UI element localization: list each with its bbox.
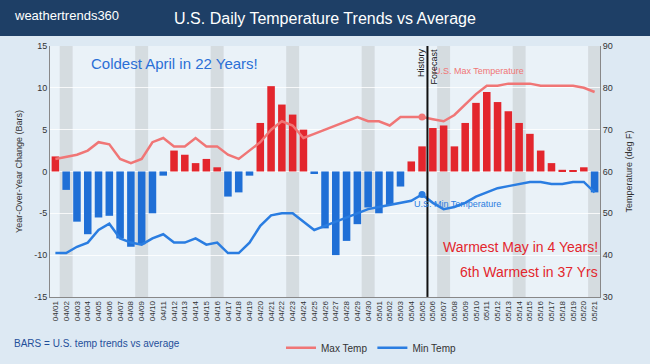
svg-text:30: 30 bbox=[603, 292, 613, 302]
svg-text:05/13: 05/13 bbox=[504, 301, 513, 322]
svg-text:04/25: 04/25 bbox=[310, 301, 319, 322]
svg-text:04/20: 04/20 bbox=[256, 301, 265, 322]
svg-text:05/05: 05/05 bbox=[418, 301, 427, 322]
svg-text:40: 40 bbox=[603, 250, 613, 260]
svg-text:05/02: 05/02 bbox=[385, 301, 394, 322]
svg-text:05/19: 05/19 bbox=[569, 301, 578, 322]
svg-text:04/30: 04/30 bbox=[364, 301, 373, 322]
svg-text:Forecast: Forecast bbox=[429, 49, 439, 85]
svg-text:04/11: 04/11 bbox=[159, 301, 168, 321]
svg-text:05/03: 05/03 bbox=[396, 301, 405, 322]
svg-text:05/11: 05/11 bbox=[482, 301, 491, 321]
svg-text:6th Warmest in 37 Yrs: 6th Warmest in 37 Yrs bbox=[460, 264, 598, 280]
svg-text:Warmest May in 4 Years!: Warmest May in 4 Years! bbox=[443, 239, 598, 255]
svg-text:15: 15 bbox=[37, 41, 47, 51]
svg-text:U.S. Min Temperature: U.S. Min Temperature bbox=[414, 199, 501, 209]
svg-text:05/06: 05/06 bbox=[428, 301, 437, 322]
svg-text:60: 60 bbox=[603, 167, 613, 177]
svg-text:05/04: 05/04 bbox=[407, 301, 416, 322]
svg-text:05/16: 05/16 bbox=[536, 301, 545, 322]
svg-text:-15: -15 bbox=[34, 292, 47, 302]
svg-text:U.S. Max Temperature: U.S. Max Temperature bbox=[434, 66, 524, 76]
svg-text:History: History bbox=[416, 48, 426, 77]
svg-text:Coldest April in 22 Years!: Coldest April in 22 Years! bbox=[91, 55, 258, 72]
svg-text:04/13: 04/13 bbox=[180, 301, 189, 322]
svg-text:5: 5 bbox=[42, 125, 47, 135]
svg-text:04/12: 04/12 bbox=[170, 301, 179, 322]
svg-text:70: 70 bbox=[603, 125, 613, 135]
svg-text:50: 50 bbox=[603, 208, 613, 218]
svg-text:04/18: 04/18 bbox=[234, 301, 243, 322]
svg-text:04/04: 04/04 bbox=[83, 301, 92, 322]
svg-text:05/15: 05/15 bbox=[526, 301, 535, 322]
svg-text:04/15: 04/15 bbox=[202, 301, 211, 322]
svg-text:10: 10 bbox=[37, 83, 47, 93]
svg-text:05/01: 05/01 bbox=[375, 301, 384, 322]
svg-text:U.S. Daily Temperature Trends: U.S. Daily Temperature Trends vs Average bbox=[174, 10, 476, 27]
svg-text:04/23: 04/23 bbox=[288, 301, 297, 322]
svg-text:Year-Over-Year Change (Bars): Year-Over-Year Change (Bars) bbox=[14, 110, 24, 233]
svg-text:-5: -5 bbox=[39, 208, 47, 218]
svg-text:-10: -10 bbox=[34, 250, 47, 260]
svg-text:Min Temp: Min Temp bbox=[412, 343, 456, 354]
svg-text:05/10: 05/10 bbox=[472, 301, 481, 322]
svg-text:Max Temp: Max Temp bbox=[321, 343, 367, 354]
svg-text:04/26: 04/26 bbox=[321, 301, 330, 322]
svg-text:weathertrends360: weathertrends360 bbox=[14, 8, 119, 23]
svg-text:04/01: 04/01 bbox=[51, 301, 60, 322]
svg-text:04/06: 04/06 bbox=[105, 301, 114, 322]
svg-text:0: 0 bbox=[42, 167, 47, 177]
svg-text:04/29: 04/29 bbox=[353, 301, 362, 322]
svg-text:Temperature (deg F): Temperature (deg F) bbox=[625, 130, 635, 212]
svg-text:05/09: 05/09 bbox=[461, 301, 470, 322]
svg-text:05/18: 05/18 bbox=[558, 301, 567, 322]
svg-text:04/10: 04/10 bbox=[148, 301, 157, 322]
svg-text:BARS = U.S. temp trends vs ave: BARS = U.S. temp trends vs average bbox=[14, 338, 180, 349]
svg-text:04/14: 04/14 bbox=[191, 301, 200, 322]
svg-text:80: 80 bbox=[603, 83, 613, 93]
svg-text:04/28: 04/28 bbox=[342, 301, 351, 322]
svg-text:04/22: 04/22 bbox=[277, 301, 286, 322]
svg-text:04/19: 04/19 bbox=[245, 301, 254, 322]
svg-text:04/03: 04/03 bbox=[73, 301, 82, 322]
svg-text:90: 90 bbox=[603, 41, 613, 51]
svg-text:04/08: 04/08 bbox=[126, 301, 135, 322]
svg-text:04/09: 04/09 bbox=[137, 301, 146, 322]
svg-text:04/21: 04/21 bbox=[267, 301, 276, 322]
svg-text:04/24: 04/24 bbox=[299, 301, 308, 322]
svg-text:05/08: 05/08 bbox=[450, 301, 459, 322]
svg-text:05/21: 05/21 bbox=[590, 301, 599, 322]
svg-text:04/02: 04/02 bbox=[62, 301, 71, 322]
svg-text:04/16: 04/16 bbox=[213, 301, 222, 322]
svg-text:05/20: 05/20 bbox=[579, 301, 588, 322]
svg-text:04/17: 04/17 bbox=[224, 301, 233, 322]
svg-text:04/05: 04/05 bbox=[94, 301, 103, 322]
svg-text:05/17: 05/17 bbox=[547, 301, 556, 322]
svg-text:04/27: 04/27 bbox=[331, 301, 340, 322]
svg-text:05/12: 05/12 bbox=[493, 301, 502, 322]
svg-text:05/14: 05/14 bbox=[515, 301, 524, 322]
svg-text:05/07: 05/07 bbox=[439, 301, 448, 322]
svg-text:04/07: 04/07 bbox=[116, 301, 125, 322]
